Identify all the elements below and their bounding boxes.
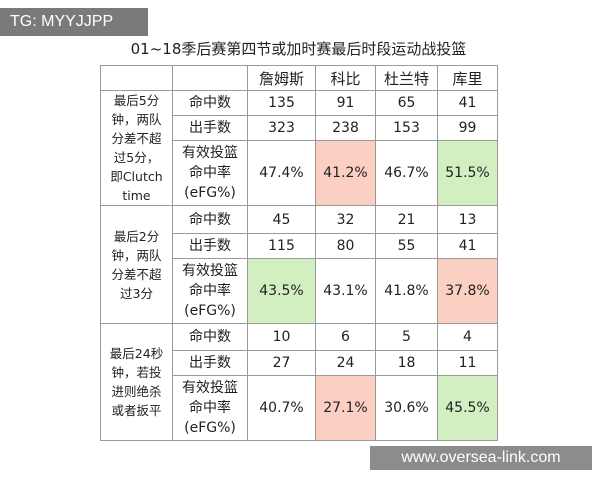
row-label-line: 有效投篮 (182, 380, 238, 396)
group-label: 最后24秒钟，若投进则绝杀或者扳平 (100, 323, 173, 441)
player-header: 库里 (437, 65, 498, 91)
row-label: 出手数 (172, 233, 248, 259)
row: 有效投篮命中率 (eFG%) 43.5% 43.1% 41.8% 37.8% (101, 258, 498, 324)
group-label-line: 进则绝杀 (111, 384, 162, 399)
stat-cell: 45.5% (437, 375, 498, 441)
row-label-line: 出手数 (189, 238, 231, 254)
row-label-line: 命中数 (189, 211, 231, 228)
group-label-line: 分差不超 (111, 131, 162, 146)
row: 出手数 323 238 153 99 (101, 115, 498, 141)
watermark: www.oversea-link.com (370, 446, 592, 470)
stat-cell: 43.1% (315, 258, 376, 324)
group-label-line: 钟，两队 (111, 112, 162, 127)
empty-cell (100, 65, 173, 91)
row: 出手数 27 24 18 11 (101, 350, 498, 376)
row-label-line: (eFG%) (184, 185, 236, 201)
stats-table: 詹姆斯 科比 杜兰特 库里 最后5分 钟，两队 分差不超 过5分， 即Clutch time 命中数… (100, 65, 498, 441)
stat-cell: 30.6% (375, 375, 438, 441)
row-label: 命中数 (172, 205, 248, 234)
group-label-line: 钟，两队 (111, 247, 162, 263)
stat-cell: 27.1% (315, 375, 376, 441)
stat-cell: 135 (247, 90, 316, 116)
row-label-line: 命中数 (189, 329, 231, 345)
row-label-line: 命中率 (189, 283, 231, 299)
row-label-line: (eFG%) (184, 303, 236, 319)
stat-cell: 21 (375, 205, 438, 234)
row-label: 出手数 (172, 350, 248, 376)
row: 最后5分钟，两队分差不超过5分， 即Clutch time 命中数 135 91 65 41 (100, 90, 498, 206)
stat-cell: 99 (437, 115, 498, 141)
row: 最后24秒 钟，若投 进则绝杀 或者扳平 命中数 10 6 5 4 (100, 323, 498, 441)
group-label-line: 过5分， (113, 150, 160, 165)
row: 有效投篮命中率 (eFG%) 40.7% 27.1% 30.6% 45.5% (101, 375, 498, 441)
group-label-line: 即Clutch (110, 169, 163, 184)
stat-cell: 51.5% (437, 140, 498, 206)
stat-cell: 27 (247, 350, 316, 376)
player-header: 杜兰特 (375, 65, 438, 91)
row-label: 出手数 (172, 115, 248, 141)
stat-cell: 18 (375, 350, 438, 376)
group-label-line: 最后2分 (113, 228, 160, 244)
group-label-line: 最后5分 (113, 93, 160, 108)
row: 有效投篮命中率 (eFG%) 47.4% 41.2% 46.7% 51.5% (101, 140, 498, 206)
stat-cell: 4 (437, 323, 498, 351)
row-label-line: (eFG%) (184, 420, 236, 436)
stat-cell: 11 (437, 350, 498, 376)
stat-cell: 46.7% (375, 140, 438, 206)
row-label: 有效投篮命中率 (eFG%) (172, 375, 248, 441)
stat-cell: 153 (375, 115, 438, 141)
player-header: 詹姆斯 (247, 65, 316, 91)
group-label: 最后2分钟，两队分差不超过3分 (100, 205, 173, 324)
row-label-line: 命中率 (189, 400, 231, 416)
stat-cell: 41.8% (375, 258, 438, 324)
header-row: 詹姆斯 科比 杜兰特 库里 (100, 65, 498, 91)
row-label-line: 命中数 (189, 95, 231, 111)
group-label: 最后5分钟，两队分差不超过5分， 即Clutch time (100, 90, 173, 206)
stat-cell: 41.2% (315, 140, 376, 206)
stat-cell: 55 (375, 233, 438, 259)
row-label-line: 有效投篮 (182, 145, 238, 161)
row: 最后2分 钟，两队 分差不超 过3分 命中数 45 32 21 13 (100, 205, 498, 324)
group-label-line: 过3分 (120, 285, 153, 301)
stat-cell: 32 (315, 205, 376, 234)
stat-cell: 24 (315, 350, 376, 376)
stat-cell: 5 (375, 323, 438, 351)
row-label: 有效投篮命中率 (eFG%) (172, 258, 248, 324)
stat-cell: 41 (437, 233, 498, 259)
group-label-line: 或者扳平 (111, 403, 162, 418)
group-label-line: 最后24秒 (109, 346, 164, 361)
watermark: TG: MYYJJPP (0, 8, 148, 36)
empty-cell (172, 65, 248, 91)
table-title: 01~18季后赛第四节或加时赛最后时段运动战投篮 (130, 40, 467, 58)
stat-cell: 80 (315, 233, 376, 259)
stat-cell: 323 (247, 115, 316, 141)
stat-cell: 47.4% (247, 140, 316, 206)
stat-cell: 37.8% (437, 258, 498, 324)
row-label: 命中数 (172, 323, 248, 351)
player-header: 科比 (315, 65, 376, 91)
row-label-line: 命中率 (189, 165, 231, 181)
row-label-line: 有效投篮 (182, 263, 238, 279)
row-label: 命中数 (172, 90, 248, 116)
group-label-line: 分差不超 (111, 266, 162, 282)
stat-cell: 40.7% (247, 375, 316, 441)
stat-cell: 41 (437, 90, 498, 116)
stat-cell: 43.5% (247, 258, 316, 324)
stat-cell: 6 (315, 323, 376, 351)
stat-cell: 10 (247, 323, 316, 351)
group-label-line: 钟，若投 (111, 365, 162, 380)
row-label-line: 出手数 (189, 355, 231, 371)
stat-cell: 238 (315, 115, 376, 141)
stat-cell: 45 (247, 205, 316, 234)
stat-cell: 115 (247, 233, 316, 259)
stat-cell: 91 (315, 90, 376, 116)
group-label-line: time (122, 188, 151, 203)
stat-cell: 65 (375, 90, 438, 116)
row-label-line: 出手数 (189, 120, 231, 136)
row-label: 有效投篮命中率 (eFG%) (172, 140, 248, 206)
stat-cell: 13 (437, 205, 498, 234)
